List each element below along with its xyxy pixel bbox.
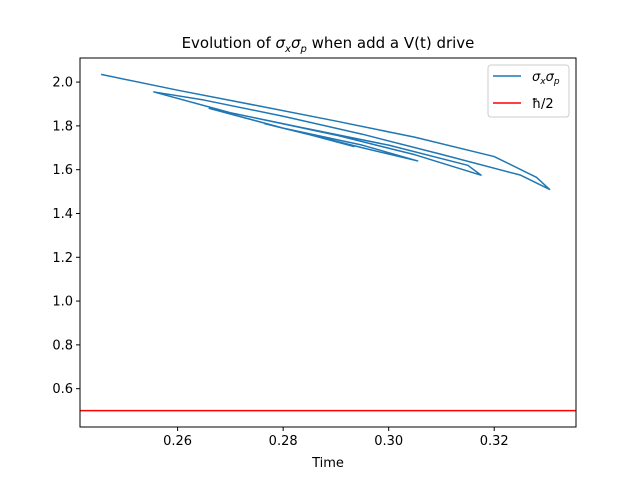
y-tick-label: 2.0	[52, 76, 73, 91]
x-tick-label: 0.30	[374, 434, 403, 449]
y-tick-label: 0.8	[52, 338, 73, 353]
y-axis-ticks: 0.6 0.8 1.0 1.2 1.4 1.6 1.8 2.0	[52, 76, 80, 397]
y-tick-label: 1.6	[52, 163, 73, 178]
y-tick-label: 0.6	[52, 382, 73, 397]
plot-area	[80, 73, 576, 412]
x-tick-label: 0.32	[480, 434, 509, 449]
y-tick-label: 1.0	[52, 295, 73, 310]
x-tick-label: 0.26	[163, 434, 192, 449]
legend-sigma-p: σ	[546, 70, 555, 85]
x-tick-label: 0.28	[269, 434, 298, 449]
title-sigma-p: σ	[291, 34, 301, 52]
legend-sub-p: p	[553, 77, 560, 87]
y-tick-label: 1.8	[52, 119, 73, 134]
title-sub-p: p	[299, 44, 306, 55]
y-tick-label: 1.2	[52, 251, 73, 266]
x-axis-ticks: 0.26 0.28 0.30 0.32	[163, 427, 509, 449]
title-sigma-x: σ	[276, 34, 286, 52]
title-suffix: when add a V(t) drive	[307, 34, 475, 52]
series-layer	[80, 73, 576, 412]
legend-sub-x: x	[539, 77, 546, 87]
axes-frame	[79, 57, 577, 428]
chart-title: Evolution of σxσp when add a V(t) drive	[182, 34, 475, 55]
series-sigma-line	[100, 73, 551, 191]
legend-entry-sigma: σxσp	[532, 70, 560, 87]
legend-box	[487, 64, 570, 118]
y-tick-label: 1.4	[52, 207, 73, 222]
x-axis-label: Time	[311, 456, 344, 471]
title-sub-x: x	[284, 44, 291, 55]
legend-entry-hbar: ħ/2	[532, 97, 554, 112]
title-prefix: Evolution of	[182, 34, 276, 52]
legend: σxσp ħ/2	[487, 64, 570, 118]
legend-sigma-x: σ	[532, 70, 541, 85]
